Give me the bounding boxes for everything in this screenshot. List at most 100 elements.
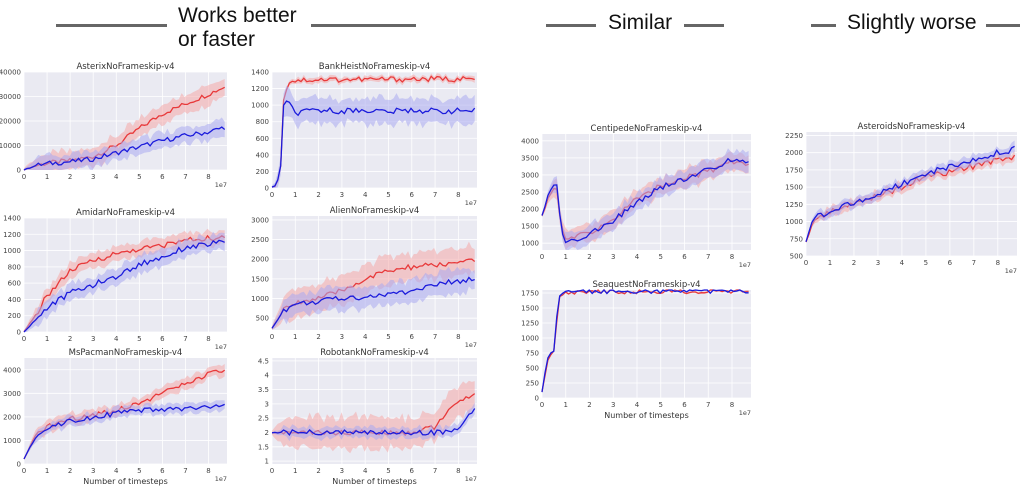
series-line-blue — [541, 289, 749, 393]
y-tick-label: 4000 — [521, 137, 539, 145]
x-tick-label: 0 — [270, 333, 274, 341]
x-tick-label: 3 — [91, 467, 95, 475]
x-tick-label: 0 — [270, 467, 274, 475]
x-tick-label: 2 — [852, 259, 856, 267]
y-tick-label: 1200 — [3, 231, 21, 239]
x-tick-label: 4 — [363, 191, 368, 199]
x-tick-label: 2 — [587, 401, 591, 409]
chart-seaquest: SeaquestNoFrameskip-v4 0 1 2 3 4 5 6 7 8 0 250 500 75… — [521, 280, 751, 420]
series-line-blue — [23, 403, 225, 460]
x-tick-label: 1 — [293, 191, 297, 199]
x-tick-label: 5 — [137, 173, 141, 181]
x-tick-label: 8 — [456, 467, 460, 475]
x-axis-label: Number of timesteps — [83, 477, 167, 486]
x-tick-label: 6 — [160, 467, 165, 475]
y-tick-label: 2 — [265, 429, 269, 437]
x-tick-label: 3 — [91, 173, 95, 181]
y-tick-label: 1500 — [251, 275, 269, 283]
y-tick-label: 500 — [790, 253, 803, 261]
y-tick-label: 2000 — [521, 206, 539, 214]
y-tick-label: 2000 — [251, 256, 269, 264]
y-tick-label: 1400 — [251, 69, 269, 77]
x-tick-label: 2 — [68, 173, 72, 181]
x-tick-label: 3 — [340, 467, 344, 475]
y-tick-label: 3000 — [251, 216, 269, 224]
x-tick-label: 5 — [386, 333, 390, 341]
y-tick-label: 250 — [526, 380, 539, 388]
y-tick-label: 3000 — [521, 171, 539, 179]
x-tick-label: 5 — [659, 401, 663, 409]
x-tick-label: 5 — [659, 253, 663, 261]
chart-asterix: AsterixNoFrameskip-v4 0 1 2 3 4 5 6 7 8 0 10000 2000… — [0, 62, 227, 189]
chart-centipede: CentipedeNoFrameskip-v4 0 1 2 3 4 5 6 7 8 1000 1500… — [521, 124, 751, 269]
chart-title: MsPacmanNoFrameskip-v4 — [69, 348, 183, 358]
y-tick-label: 200 — [256, 168, 269, 176]
y-tick-label: 1.5 — [258, 443, 269, 451]
x-multiplier: 1e7 — [465, 199, 477, 207]
x-tick-label: 4 — [363, 467, 368, 475]
y-tick-label: 3000 — [3, 390, 21, 398]
x-tick-label: 8 — [730, 253, 734, 261]
y-tick-label: 0 — [17, 329, 21, 337]
x-tick-label: 4 — [363, 333, 368, 341]
x-tick-label: 8 — [456, 333, 460, 341]
header-rule-right-similar — [684, 24, 724, 27]
x-tick-label: 3 — [340, 333, 344, 341]
y-tick-label: 500 — [526, 365, 539, 373]
series-line-blue — [271, 276, 475, 329]
series-band-blue — [24, 231, 225, 332]
y-tick-label: 2.5 — [258, 415, 269, 423]
x-tick-label: 6 — [410, 333, 415, 341]
series-band-blue — [542, 148, 749, 250]
chart-mspacman: MsPacmanNoFrameskip-v4 0 1 2 3 4 5 6 7 8 0 1000 2000… — [3, 348, 227, 486]
x-multiplier: 1e7 — [465, 475, 477, 483]
x-tick-label: 8 — [996, 259, 1000, 267]
series-band-blue — [272, 266, 475, 330]
x-tick-label: 1 — [45, 467, 49, 475]
chart-title: AsteroidsNoFrameskip-v4 — [858, 122, 966, 132]
x-tick-label: 6 — [682, 253, 687, 261]
x-tick-label: 8 — [206, 467, 210, 475]
series-line-red — [271, 75, 475, 188]
x-tick-label: 8 — [456, 191, 460, 199]
y-tick-label: 600 — [256, 135, 269, 143]
y-tick-label: 1500 — [785, 184, 803, 192]
y-tick-label: 1000 — [785, 218, 803, 226]
x-tick-label: 7 — [183, 335, 187, 343]
y-tick-label: 1500 — [521, 305, 539, 313]
x-tick-label: 7 — [433, 333, 437, 341]
y-tick-label: 1000 — [251, 295, 269, 303]
x-multiplier: 1e7 — [739, 261, 751, 269]
x-tick-label: 2 — [316, 467, 320, 475]
x-tick-label: 7 — [706, 253, 710, 261]
x-tick-label: 6 — [410, 467, 415, 475]
x-tick-label: 5 — [386, 191, 390, 199]
chart-title: AsterixNoFrameskip-v4 — [76, 62, 174, 72]
series-line-red — [23, 234, 226, 332]
x-tick-label: 7 — [183, 467, 187, 475]
y-tick-label: 400 — [256, 151, 269, 159]
header-works-line2: or faster — [178, 28, 256, 51]
x-tick-label: 4 — [635, 253, 640, 261]
x-multiplier: 1e7 — [739, 409, 751, 417]
x-tick-label: 1 — [564, 401, 568, 409]
y-tick-label: 800 — [256, 118, 269, 126]
y-tick-label: 1750 — [785, 166, 803, 174]
x-tick-label: 1 — [45, 335, 49, 343]
header-works-line1: Works better — [178, 4, 297, 27]
y-tick-label: 0 — [17, 167, 21, 175]
chart-title: AmidarNoFrameskip-v4 — [76, 208, 175, 218]
chart-title: AlienNoFrameskip-v4 — [330, 206, 420, 216]
y-tick-label: 0 — [265, 185, 269, 193]
y-tick-label: 3 — [265, 400, 269, 408]
header-rule-left-works — [56, 24, 167, 27]
x-multiplier: 1e7 — [1005, 267, 1017, 275]
x-tick-label: 4 — [114, 335, 119, 343]
x-tick-label: 7 — [433, 191, 437, 199]
plot-area — [542, 290, 751, 398]
series-band-blue — [272, 402, 475, 442]
x-tick-label: 1 — [828, 259, 832, 267]
series-line-blue — [541, 157, 749, 244]
x-tick-label: 0 — [540, 401, 544, 409]
x-tick-label: 6 — [160, 173, 165, 181]
